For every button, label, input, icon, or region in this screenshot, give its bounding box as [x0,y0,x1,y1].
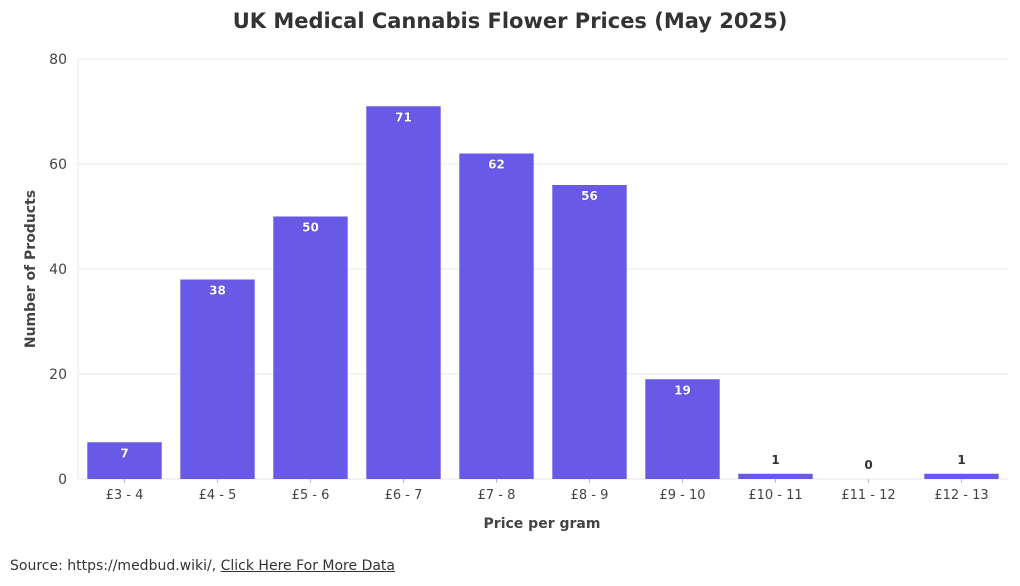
bar[interactable] [738,473,813,479]
bar[interactable] [924,473,999,479]
bar[interactable] [459,153,534,480]
bar[interactable] [552,185,627,479]
data-label: 71 [395,110,412,124]
x-tick-label: £6 - 7 [385,488,423,503]
data-label: 1 [957,453,965,467]
bar[interactable] [366,106,441,479]
y-tick-label: 20 [49,367,67,383]
y-tick-label: 60 [49,157,67,173]
data-label: 62 [488,158,505,172]
x-tick-label: £5 - 6 [292,488,330,503]
bar[interactable] [645,379,720,479]
x-tick-label: £8 - 9 [571,488,609,503]
data-label: 7 [120,446,128,460]
data-label: 1 [771,453,779,467]
x-tick-label: £12 - 13 [934,488,988,503]
x-tick-label: £9 - 10 [659,488,705,503]
y-axis-title: Number of Products [23,190,39,348]
x-tick-label: £3 - 4 [106,488,144,503]
source-text: Source: https://medbud.wiki/, [10,558,217,574]
y-axis-ticks: 0 20 40 60 80 [49,52,67,488]
bar[interactable] [87,442,162,479]
data-label: 19 [674,383,691,397]
data-label: 0 [864,458,872,472]
chart-title: UK Medical Cannabis Flower Prices (May 2… [232,9,788,33]
data-label: 38 [209,284,226,298]
x-tick-label: £7 - 8 [478,488,516,503]
x-tick-label: £10 - 11 [748,488,802,503]
source-footer: Source: https://medbud.wiki/, Click Here… [10,558,395,574]
y-tick-label: 40 [49,262,67,278]
y-tick-label: 80 [49,52,67,68]
x-tick-label: £4 - 5 [199,488,237,503]
bar[interactable] [273,216,348,480]
x-axis-title: Price per gram [484,516,601,532]
more-data-link[interactable]: Click Here For More Data [220,558,395,574]
data-label: 50 [302,221,319,235]
x-axis-ticks: £3 - 4 £4 - 5 £5 - 6 £6 - 7 £7 - 8 £8 - 9 £9 -… [106,479,989,503]
y-tick-label: 0 [58,472,67,488]
bar[interactable] [180,279,255,480]
data-label: 56 [581,189,598,203]
x-tick-label: £11 - 12 [841,488,895,503]
